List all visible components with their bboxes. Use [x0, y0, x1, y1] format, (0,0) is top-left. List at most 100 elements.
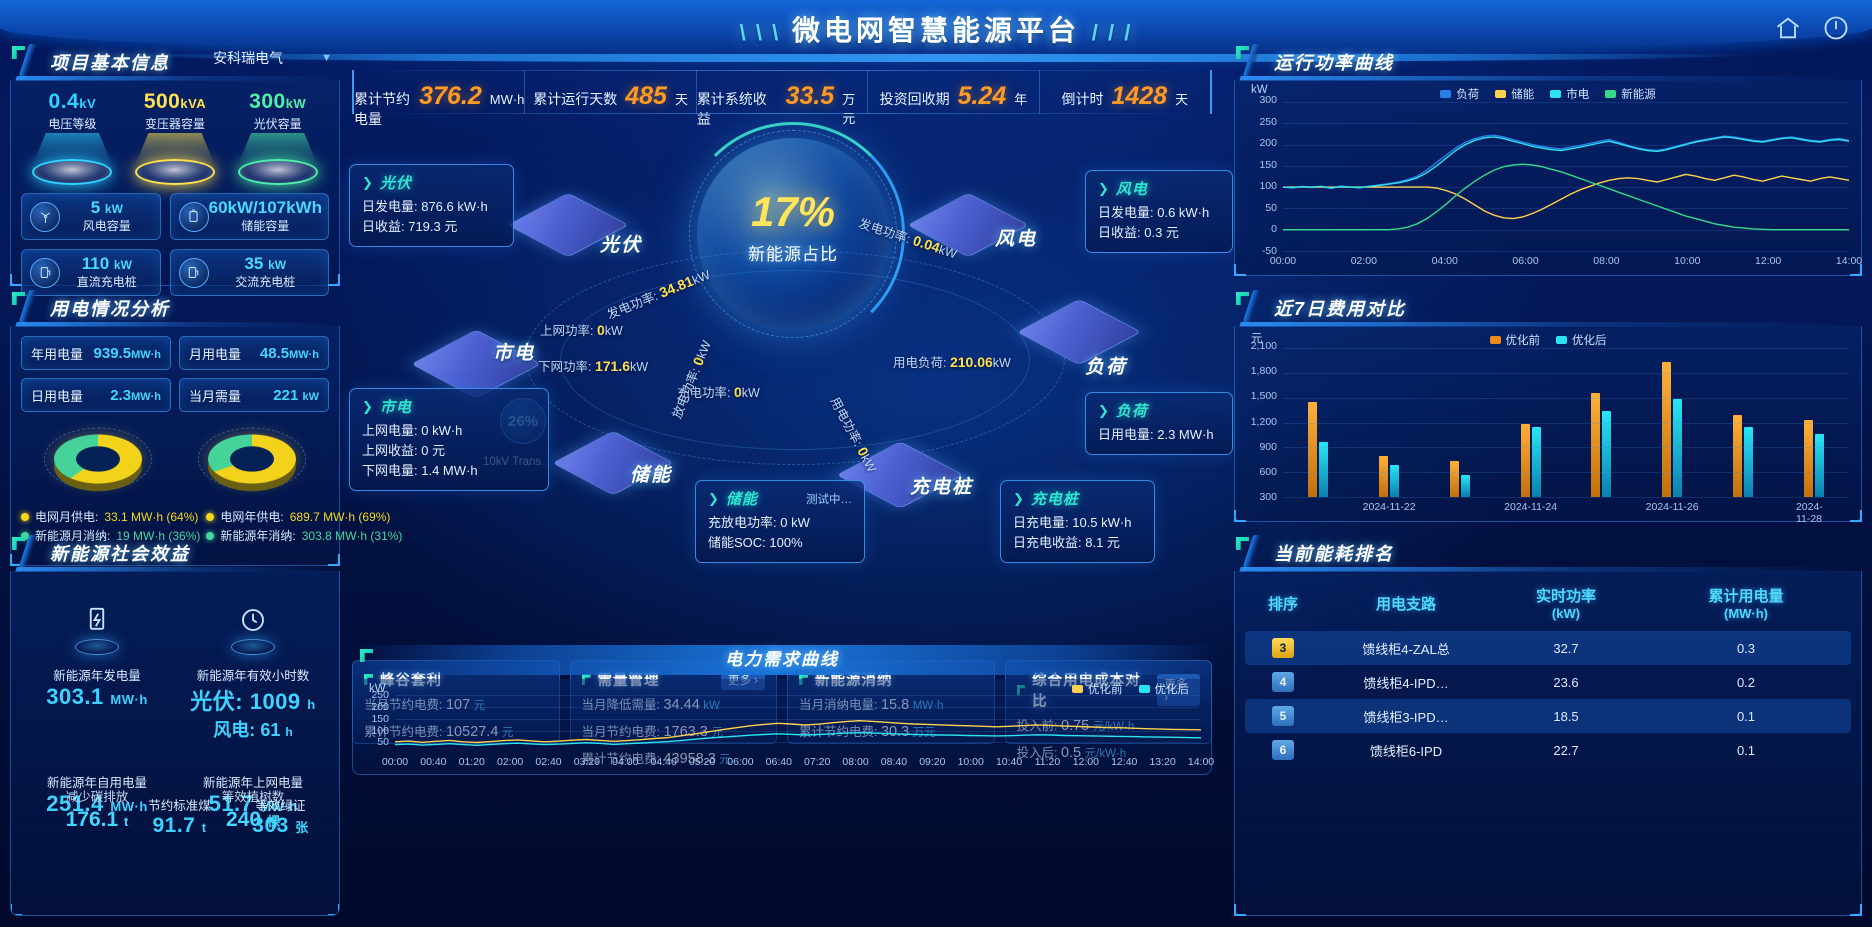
usage-metric-label: 月用电量	[189, 346, 242, 362]
mini-value: 110	[81, 254, 110, 274]
stat-item: 累计系统收益 33.5 万元	[697, 70, 869, 127]
home-icon[interactable]	[1774, 14, 1802, 42]
capacity-item-voltage: 0.4kV 电压等级	[21, 90, 124, 185]
panel-corner-icon	[1236, 46, 1249, 59]
legend-dot-icon	[21, 512, 29, 521]
y-tick-label: 200	[371, 701, 389, 714]
legend-item[interactable]: 优化后	[1138, 681, 1189, 697]
usage-metric: 月用电量 48.5MW·h	[179, 336, 329, 370]
legend-item[interactable]: 优化前	[1489, 332, 1540, 348]
energy-flow-diagram: 光伏 市电 风电 负荷 储能 充电桩 17% 新能源占比 26% 10kV Tr…	[345, 120, 1233, 564]
col-energy: 累计用电量 (MW·h)	[1708, 588, 1784, 621]
x-tick-label: 07:20	[804, 756, 831, 768]
card-line: 日发电量: 876.6 kW·h	[362, 199, 488, 214]
arrow-icon: ❯	[362, 398, 373, 414]
social-label: 等效绿证	[255, 799, 306, 813]
social-pv-label: 光伏:	[190, 689, 244, 714]
panel-header: 近7日费用对比	[1234, 290, 1862, 327]
bar	[1449, 460, 1459, 497]
legend-item[interactable]: 储能	[1495, 86, 1534, 102]
social-value: 303	[252, 814, 289, 837]
clock-icon	[225, 605, 281, 657]
legend-item[interactable]: 负荷	[1440, 86, 1479, 102]
x-tick-label: 08:00	[842, 756, 869, 768]
power-chart-legend: 负荷 储能 市电 新能源	[1235, 86, 1861, 102]
y-axis-unit: kW	[369, 683, 386, 695]
col-power: 实时功率 (kW)	[1535, 588, 1596, 621]
y-tick-label: 150	[371, 712, 389, 725]
realtime-power: 18.5	[1553, 708, 1579, 724]
bar	[1803, 420, 1813, 497]
wind-turbine-icon	[30, 201, 60, 232]
social-row-secondary: 新能源年自用电量 251.4 MW·h 减少碳排放 176.1 t 新能源年上网…	[19, 772, 331, 831]
stat-item: 累计运行天数 485 天	[525, 70, 697, 114]
card-title: 储能	[725, 491, 758, 508]
table-row[interactable]: 6 馈线柜6-IPD 22.7 0.1	[1245, 733, 1851, 767]
social-pv-unit: h	[307, 697, 316, 712]
card-title: 市电	[379, 399, 412, 416]
capacity-item-transformer: 500kVA 变压器容量	[124, 90, 227, 185]
bar-group	[1708, 348, 1779, 497]
orb-ring-outer	[681, 122, 905, 346]
bar	[1319, 442, 1329, 497]
panel-body: 元 优化前 优化后 2,100 1,800 1,500 1,200 900 600 300 …	[1234, 326, 1862, 525]
panel-header: 新能源社会效益	[10, 535, 340, 572]
gridline	[395, 718, 1201, 720]
card-title: 光伏	[379, 175, 412, 192]
x-tick-label: 10:00	[1674, 255, 1701, 267]
legend-item[interactable]: 优化前	[1072, 681, 1123, 697]
usage-metric: 日用电量 2.3MW·h	[21, 378, 171, 412]
rank-badge: 4	[1272, 672, 1294, 692]
line-series-svg	[1283, 134, 1849, 231]
table-row[interactable]: 4 馈线柜4-IPD… 23.6 0.2	[1245, 665, 1851, 699]
arrow-icon: ❯	[1013, 490, 1024, 506]
card-status-tag: 测试中…	[806, 493, 852, 506]
donut-monthly-supply	[42, 420, 154, 502]
y-tick-label: 1,800	[1250, 365, 1277, 378]
series-line	[1283, 173, 1849, 220]
card-line: 储能SOC: 100%	[708, 535, 803, 551]
power-y-axis: 300 250 200 150 100 50 0 -50	[1235, 94, 1281, 257]
battery-icon	[178, 201, 209, 232]
cell-branch: 馈线柜4-IPD…	[1321, 665, 1491, 699]
arrow-icon: ❯	[708, 490, 719, 506]
cost-bars	[1283, 348, 1849, 497]
capacity-unit: kV	[79, 96, 97, 111]
realtime-power: 22.7	[1553, 742, 1579, 758]
y-axis-unit: 元	[1251, 333, 1263, 345]
stat-label: 累计运行天数	[533, 91, 618, 107]
bar	[1379, 455, 1389, 497]
power-icon[interactable]	[1822, 14, 1850, 42]
panel-body: 0.4kV 电压等级 500kVA 变压器容量 300kW 光伏容量	[10, 80, 340, 296]
x-tick-label: 00:00	[1269, 255, 1297, 267]
panel-demand-curve: 电力需求曲线 kW 优化前 优化后 250 200 150 100 50 00:00 00…	[347, 645, 1217, 775]
social-self-use-block: 新能源年自用电量 251.4 MW·h 减少碳排放 176.1 t	[19, 772, 175, 831]
node-load-label: 负荷	[1085, 357, 1128, 378]
usage-metric: 年用电量 939.5MW·h	[21, 336, 171, 370]
card-pv: ❯ 光伏 日发电量: 876.6 kW·h 日收益: 719.3 元	[349, 164, 514, 248]
legend-item[interactable]: 新能源	[1605, 86, 1656, 102]
usage-metric-unit: MW·h	[289, 348, 319, 361]
social-value: 51.7	[208, 791, 254, 816]
card-line: 日发电量: 0.6 kW·h	[1098, 205, 1210, 220]
y-tick-label: 50	[1265, 201, 1277, 214]
panel-body: 排序 用电支路 实时功率 (kW) 累计用电量 (MW·h) 3 馈线柜4-ZAL总 3…	[1234, 571, 1862, 916]
summary-stats-bar: 累计节约电量 376.2 MW·h 累计运行天数 485 天 累计系统收益 33…	[352, 70, 1212, 127]
legend-item[interactable]: 市电	[1550, 86, 1589, 102]
capacity-row: 0.4kV 电压等级 500kVA 变压器容量 300kW 光伏容量	[21, 88, 329, 185]
x-tick-label: 04:40	[650, 756, 677, 768]
panel-project-info: 项目基本信息 安科瑞电气 ▼ 0.4kV 电压等级 500kVA 变压器容量	[10, 44, 340, 296]
legend-item[interactable]: 优化后	[1556, 332, 1607, 348]
bar	[1308, 401, 1318, 497]
cell-energy: 0.1	[1641, 699, 1851, 733]
gridline	[1283, 497, 1849, 498]
node-pv-label: 光伏	[600, 235, 643, 256]
gridline	[1283, 251, 1849, 252]
social-label: 新能源年发电量	[53, 669, 141, 683]
table-row[interactable]: 5 馈线柜3-IPD… 18.5 0.1	[1245, 699, 1851, 733]
stat-item: 累计节约电量 376.2 MW·h	[354, 70, 526, 127]
charging-power-label: 充电功率: 0kW	[677, 384, 760, 400]
power-x-axis: 00:00 02:00 04:00 06:00 08:00 10:00 12:00 14:00	[1270, 255, 1862, 271]
project-selector[interactable]: 安科瑞电气 ▼	[213, 48, 332, 68]
table-row[interactable]: 3 馈线柜4-ZAL总 32.7 0.3	[1245, 631, 1851, 665]
